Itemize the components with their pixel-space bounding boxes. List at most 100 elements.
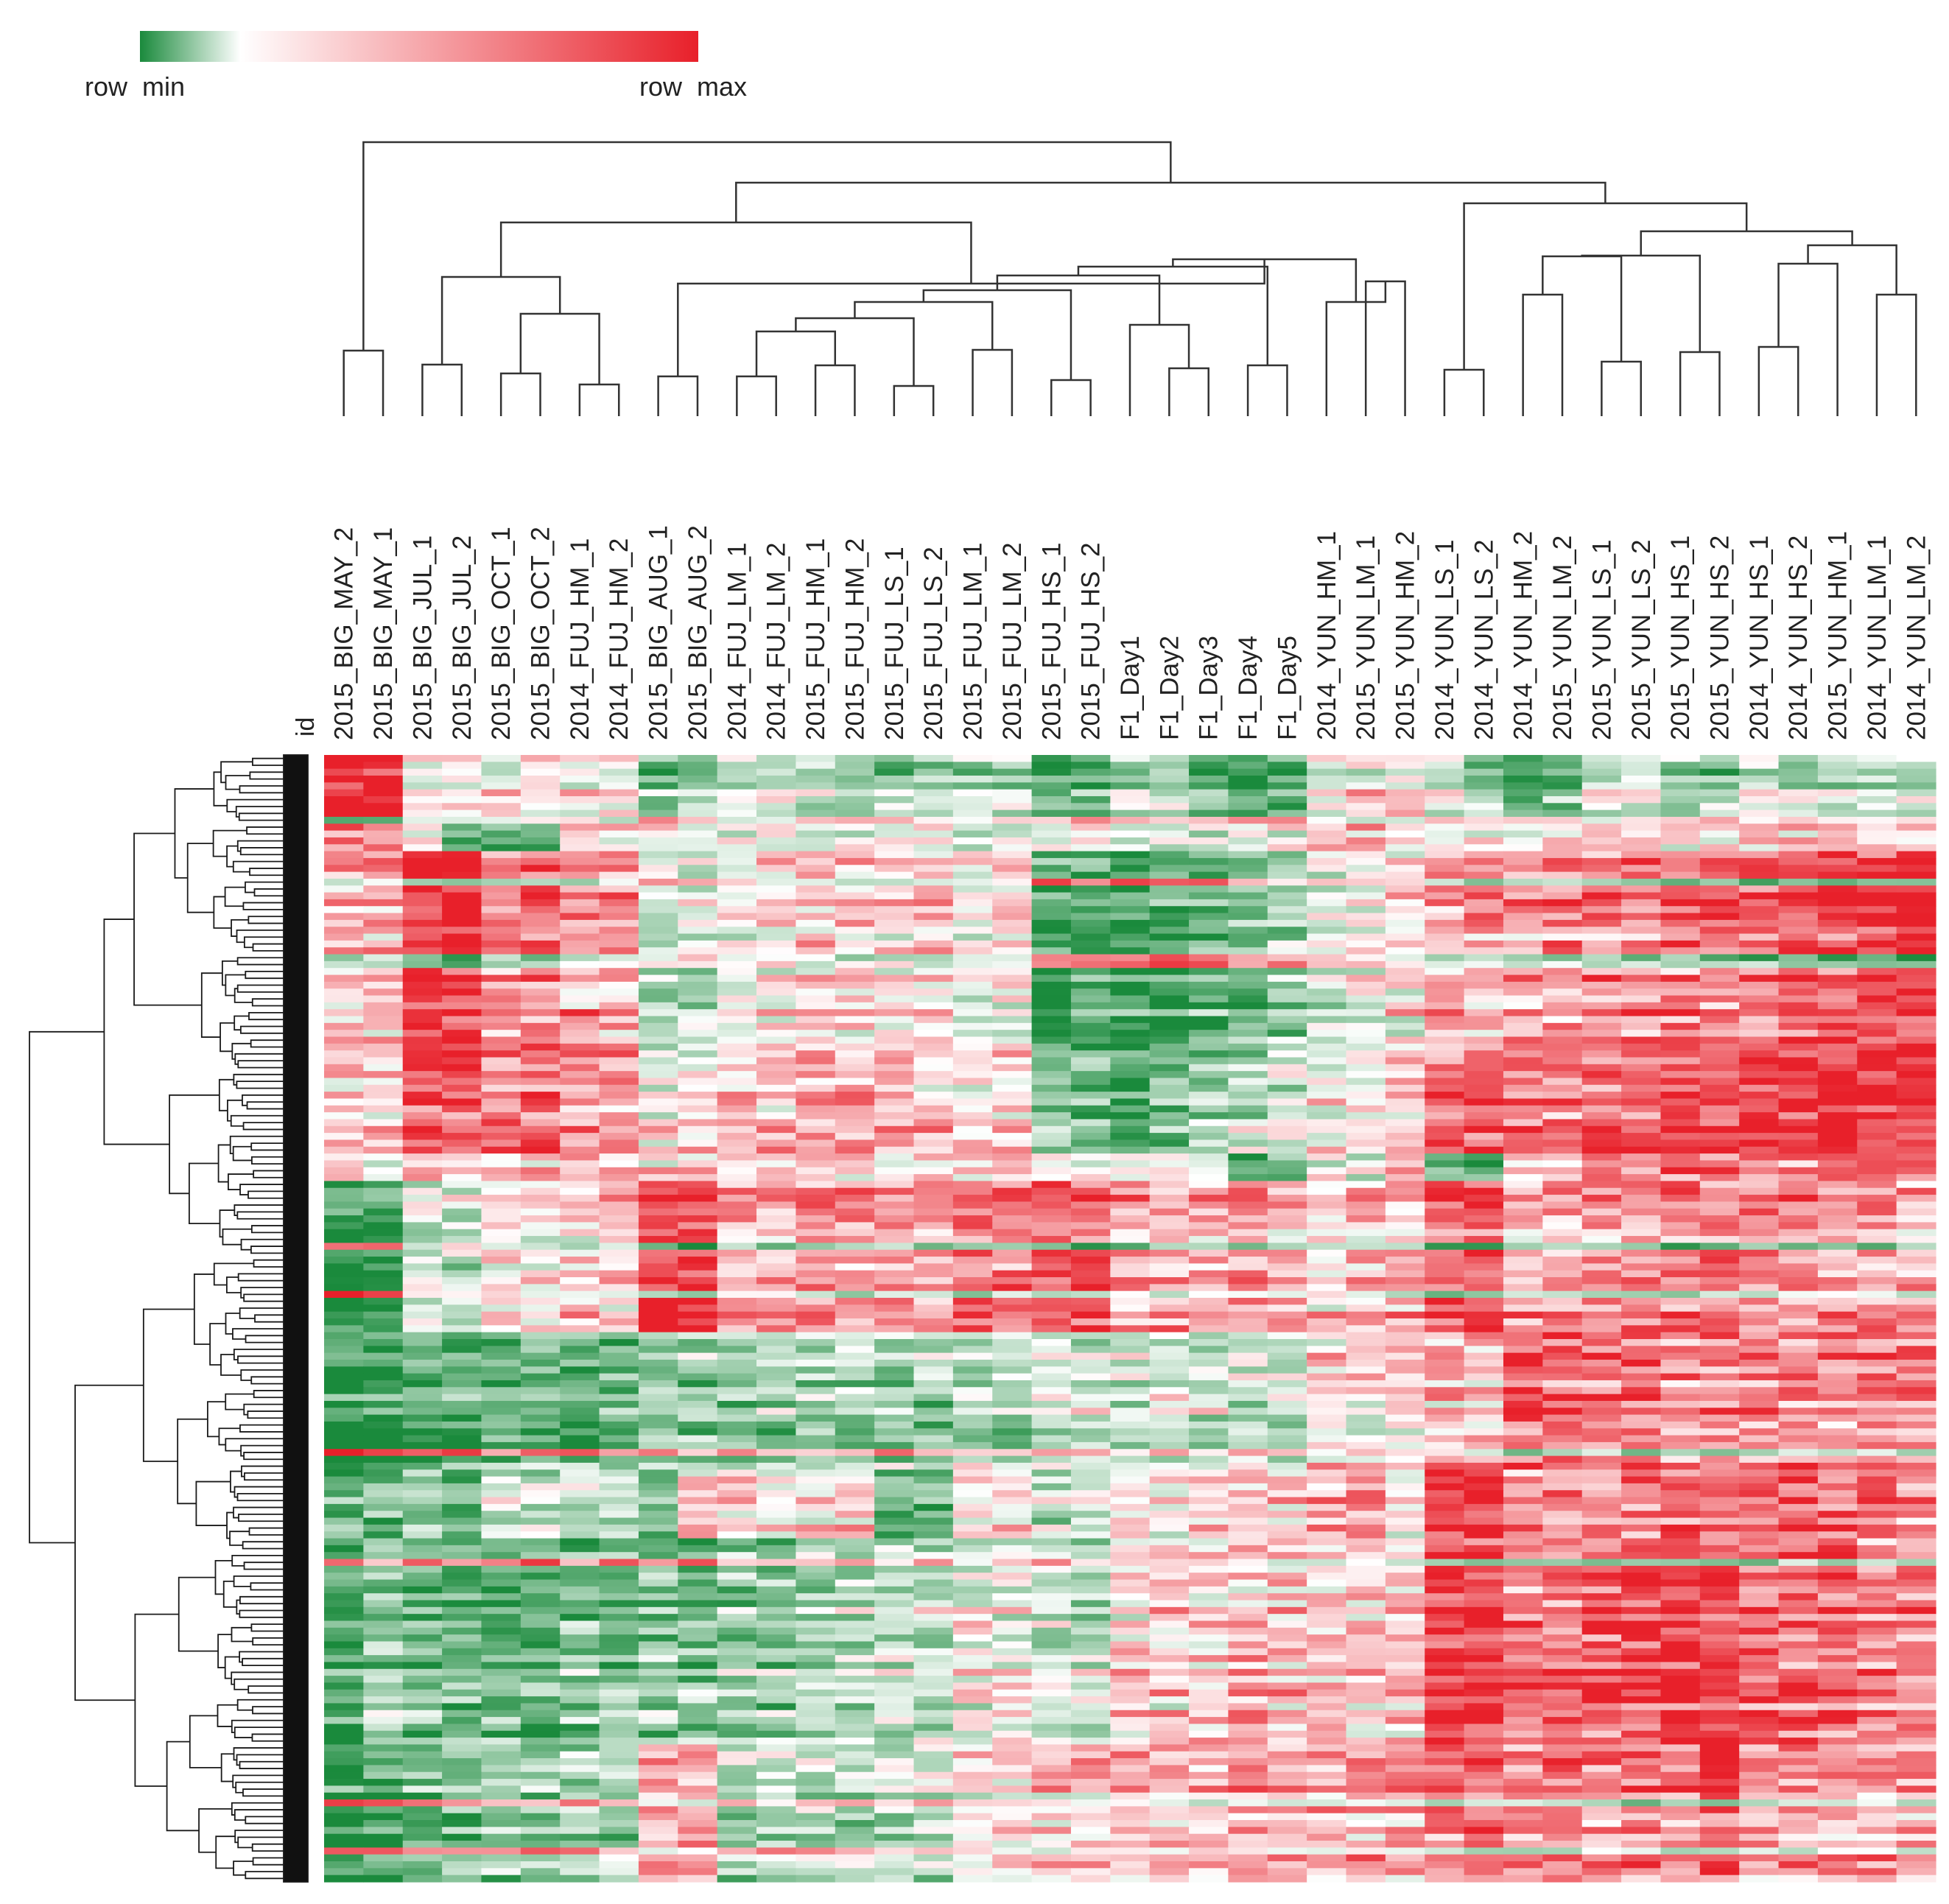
heatmap-cell [1503,1084,1543,1092]
heatmap-cell [363,844,404,852]
heatmap-cell [796,1201,836,1209]
heatmap-cell [560,1545,600,1553]
heatmap-cell [442,1284,482,1292]
heatmap-cell [717,1257,757,1264]
heatmap-cell [1857,871,1897,879]
heatmap-cell [1267,913,1307,921]
heatmap-cell [1228,1187,1268,1195]
heatmap-cell [520,1043,561,1051]
heatmap-cell [1110,1421,1151,1429]
heatmap-cell [1699,1455,1740,1464]
heatmap-cell [1857,1009,1897,1017]
heatmap-cell [1699,933,1740,941]
heatmap-cell [1896,1201,1936,1209]
heatmap-cell [1070,1394,1111,1402]
heatmap-cell [1817,1249,1858,1257]
heatmap-cell [1464,1009,1504,1017]
heatmap-cell [1660,1270,1701,1278]
heatmap-cell [874,1263,915,1271]
heatmap-cell [1503,1181,1543,1189]
heatmap-cell [1896,1428,1936,1436]
heatmap-cell [402,1002,443,1010]
heatmap-cell [1385,1503,1425,1511]
heatmap-cell [1385,816,1425,824]
heatmap-cell [1031,899,1072,907]
heatmap-cell [1189,1421,1229,1429]
heatmap-cell [952,1022,993,1030]
heatmap-cell [1699,1394,1740,1402]
heatmap-cell [324,960,364,969]
heatmap-cell [599,871,639,879]
heatmap-cell [992,1408,1033,1416]
heatmap-cell [913,1016,954,1024]
heatmap-cell [1149,981,1190,989]
heatmap-cell [1817,1139,1858,1148]
heatmap-cell [1070,809,1111,818]
heatmap-cell [1189,1222,1229,1230]
dendrogram-link [233,1809,308,1821]
heatmap-cell [1739,782,1780,790]
heatmap-cell [1070,940,1111,948]
heatmap-cell [1267,1394,1307,1402]
heatmap-cell [560,1449,600,1457]
dendrogram-link [1601,360,1643,416]
column-label: 2015_YUN_HS_2 [1705,535,1734,740]
heatmap-cell [756,1009,796,1017]
heatmap-cell [599,1030,639,1038]
heatmap-cell [992,823,1033,832]
heatmap-cell [1503,1462,1543,1470]
heatmap-cell [324,1359,364,1367]
dendrogram-link [755,330,837,376]
heatmap-cell [1778,995,1819,1003]
heatmap-cell [1189,1298,1229,1305]
heatmap-cell [1739,1236,1780,1243]
heatmap-cell [442,775,482,783]
heatmap-cell [1307,1497,1347,1505]
heatmap-cell [874,1146,915,1154]
heatmap-cell [1817,1181,1858,1189]
heatmap-cell [1149,960,1190,969]
heatmap-cell [1699,940,1740,948]
heatmap-cell [796,1538,836,1546]
heatmap-cell [1228,1483,1268,1491]
heatmap-cell [796,1195,836,1202]
heatmap-cell [874,974,915,983]
heatmap-cell [1228,1311,1268,1319]
heatmap-cell [1621,1421,1662,1429]
heatmap-cell [1189,1290,1229,1299]
heatmap-cell [1896,844,1936,852]
heatmap-cell [992,1105,1033,1113]
dendrogram-link [245,1871,308,1880]
heatmap-cell [1621,1119,1662,1127]
heatmap-cell [324,1428,364,1436]
heatmap-cell [560,782,600,790]
heatmap-cell [363,865,404,873]
heatmap-cell [1267,1167,1307,1175]
heatmap-cell [952,1476,993,1484]
heatmap-cell [402,947,443,955]
heatmap-cell [363,885,404,893]
heatmap-cell [363,1270,404,1278]
heatmap-cell [1149,899,1190,907]
heatmap-cell [638,1366,678,1374]
heatmap-cell [1542,1483,1583,1491]
heatmap-cell [717,878,757,886]
heatmap-cell [1581,1208,1622,1216]
heatmap-cell [1425,1290,1465,1299]
heatmap-cell [599,1002,639,1010]
heatmap-cell [1621,1133,1662,1141]
heatmap-cell [1346,1414,1386,1422]
heatmap-cell [638,1304,678,1313]
heatmap-cell [1070,1318,1111,1326]
heatmap-cell [1385,940,1425,948]
heatmap-cell [402,844,443,852]
heatmap-cell [1581,1290,1622,1299]
heatmap-cell [1346,755,1386,762]
heatmap-cell [1110,1243,1151,1251]
heatmap-cell [1542,1071,1583,1079]
heatmap-cell [678,1421,718,1429]
heatmap-cell [717,1298,757,1305]
heatmap-cell [1307,1215,1347,1223]
heatmap-cell [992,851,1033,859]
heatmap-cell [560,1098,600,1106]
